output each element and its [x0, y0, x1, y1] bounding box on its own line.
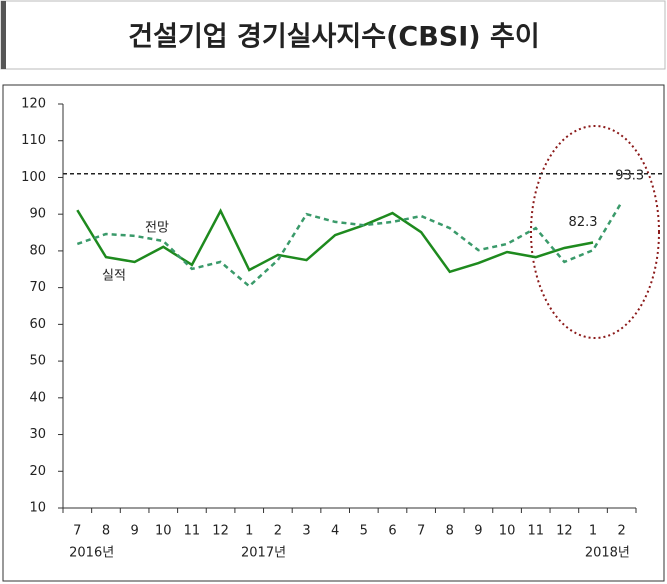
x-tick-label: 12	[556, 524, 573, 539]
x-tick-label: 7	[73, 524, 81, 539]
y-tick-label: 60	[29, 317, 46, 332]
x-tick-label: 8	[446, 524, 454, 539]
x-tick-label: 10	[155, 524, 172, 539]
x-tick-label: 11	[527, 524, 544, 539]
x-tick-label: 3	[302, 524, 310, 539]
series-label: 실적	[102, 269, 126, 284]
year-label: 2017년	[241, 546, 286, 561]
y-tick-label: 80	[29, 243, 46, 258]
x-tick-label: 11	[184, 524, 201, 539]
x-tick-label: 8	[102, 524, 110, 539]
x-tick-label: 4	[331, 524, 339, 539]
x-tick-label: 1	[245, 524, 253, 539]
highlight-ellipse	[530, 125, 660, 339]
y-tick-label: 110	[21, 133, 46, 148]
title-accent	[1, 1, 6, 69]
x-tick-label: 9	[130, 524, 138, 539]
series-line	[76, 208, 594, 274]
year-label: 2016년	[69, 546, 114, 561]
x-tick-label: 1	[589, 524, 597, 539]
y-tick-label: 40	[29, 390, 46, 405]
year-label: 2018년	[585, 546, 630, 561]
y-tick-label: 50	[29, 354, 46, 369]
y-tick-label: 100	[21, 170, 46, 185]
y-tick-label: 90	[29, 207, 46, 222]
data-label: 93.3	[615, 169, 644, 184]
x-tick-label: 6	[388, 524, 396, 539]
y-tick-label: 70	[29, 280, 46, 295]
chart-title: 건설기업 경기실사지수(CBSI) 추이	[128, 22, 539, 53]
x-tick-label: 12	[212, 524, 229, 539]
y-tick-label: 10	[29, 501, 46, 516]
series-label: 전망	[145, 221, 169, 236]
x-tick-label: 2	[618, 524, 626, 539]
title-box	[0, 0, 666, 70]
data-label: 82.3	[569, 215, 598, 230]
y-tick-label: 20	[29, 464, 46, 479]
x-tick-label: 10	[499, 524, 516, 539]
y-tick-label: 30	[29, 427, 46, 442]
x-tick-label: 5	[360, 524, 368, 539]
series-line	[76, 201, 623, 288]
y-tick-label: 120	[21, 97, 46, 112]
chart-frame	[2, 84, 665, 582]
x-tick-label: 2	[274, 524, 282, 539]
x-tick-label: 7	[417, 524, 425, 539]
x-tick-label: 9	[474, 524, 482, 539]
